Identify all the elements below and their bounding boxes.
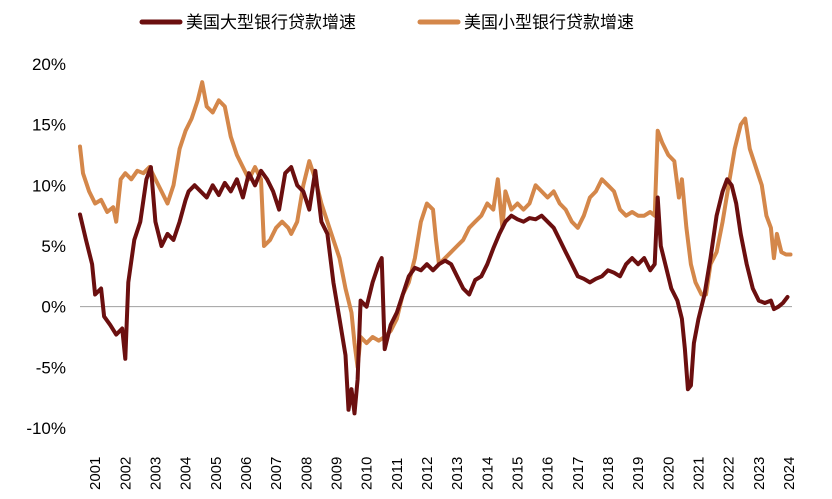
x-tick-label: 2011 [389, 458, 406, 490]
x-tick-label: 2020 [660, 457, 677, 490]
legend: 美国大型银行贷款增速 美国小型银行贷款增速 [139, 13, 634, 33]
x-tick-label: 2014 [479, 457, 496, 490]
y-tick-label: -5% [36, 358, 66, 377]
legend-label-0: 美国大型银行贷款增速 [186, 13, 356, 33]
series-line-0 [78, 165, 790, 416]
x-tick-label: 2006 [238, 457, 255, 490]
x-tick-label: 2002 [117, 457, 134, 490]
x-tick-label: 2008 [298, 457, 315, 490]
y-tick-label: 0% [41, 298, 66, 317]
x-tick-label: 2022 [721, 457, 738, 490]
x-tick-label: 2019 [630, 457, 647, 490]
x-axis: 2001 2002 2003 2004 2005 2006 2007 2008 2009 2010… [80, 306, 798, 490]
x-tick-label: 2004 [178, 457, 195, 490]
x-tick-label: 2018 [600, 457, 617, 490]
x-tick-label: 2013 [449, 457, 466, 490]
y-tick-label: 10% [32, 176, 66, 195]
x-tick-label: 2023 [751, 457, 768, 490]
y-tick-label: 5% [41, 237, 66, 256]
x-tick-label: 2017 [570, 457, 587, 490]
y-tick-label: 15% [32, 116, 66, 135]
x-tick-label: 2005 [208, 457, 225, 490]
y-tick-label: -10% [26, 419, 66, 438]
x-tick-label: 2001 [87, 457, 104, 490]
legend-label-1: 美国小型银行贷款增速 [464, 13, 634, 33]
y-axis: 20% 15% 10% 5% 0% -5% -10% [26, 55, 66, 438]
series-lines [78, 80, 793, 416]
series-line-1 [78, 80, 793, 370]
x-tick-label: 2009 [328, 457, 345, 490]
x-tick-label: 2010 [359, 457, 376, 490]
x-tick-label: 2016 [540, 457, 557, 490]
x-tick-label: 2021 [690, 457, 707, 490]
x-tick-label: 2024 [781, 457, 798, 490]
x-tick-label: 2003 [147, 457, 164, 490]
x-tick-label: 2012 [419, 457, 436, 490]
y-tick-label: 20% [32, 55, 66, 74]
x-tick-label: 2015 [509, 457, 526, 490]
x-tick-label: 2007 [268, 457, 285, 490]
